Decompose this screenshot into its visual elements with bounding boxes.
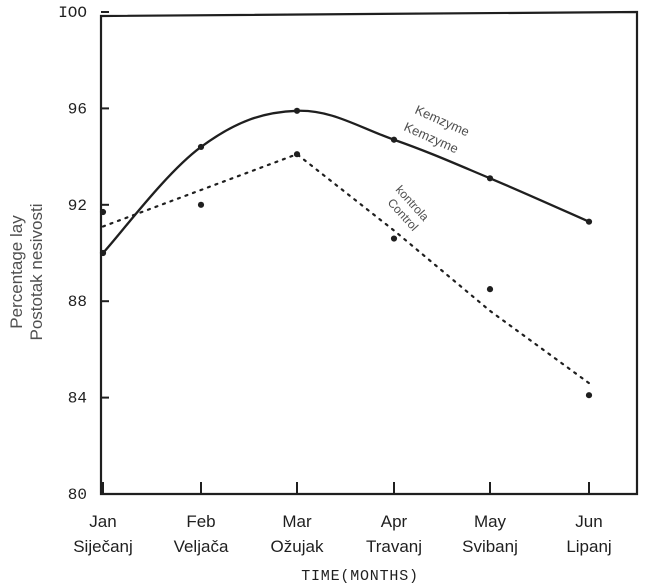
x-tick-label: Apr: [381, 512, 408, 531]
y-axis-label-secondary: Postotak nesivosti: [27, 203, 46, 340]
x-tick-label-secondary: Travanj: [366, 537, 422, 556]
kemzyme-point: [486, 175, 494, 182]
control-point: [197, 201, 205, 208]
y-tick-label: IOO: [58, 4, 87, 22]
y-axis-label: Percentage lay: [7, 215, 26, 329]
y-tick-label: 92: [68, 197, 87, 215]
x-tick-label: Mar: [282, 512, 312, 531]
control-point: [293, 151, 301, 158]
x-tick-label-secondary: Siječanj: [73, 537, 133, 556]
y-tick-label: 80: [68, 486, 87, 504]
x-axis-label: TIME(MONTHS): [301, 568, 419, 583]
kemzyme-point: [390, 136, 398, 143]
x-tick-label-secondary: Svibanj: [462, 537, 518, 556]
control-point: [585, 392, 593, 399]
kemzyme-point: [293, 107, 301, 114]
x-tick-label: Feb: [186, 512, 215, 531]
y-tick-label: 88: [68, 293, 87, 311]
x-tick-label: Jun: [575, 512, 602, 531]
kemzyme-point: [99, 249, 107, 257]
x-tick-label-secondary: Veljača: [174, 537, 229, 556]
control-point: [486, 286, 494, 293]
x-tick-label: May: [474, 512, 507, 531]
control-point: [99, 208, 107, 216]
control-point: [390, 235, 398, 242]
y-tick-label: 96: [68, 100, 87, 118]
x-tick-label: Jan: [89, 512, 116, 531]
x-tick-label-secondary: Ožujak: [271, 537, 324, 556]
x-tick-label-secondary: Lipanj: [566, 537, 611, 556]
kemzyme-point: [585, 218, 593, 225]
series-line-control: [101, 153, 591, 385]
y-tick-label: 84: [68, 390, 87, 408]
kemzyme-point: [197, 143, 205, 151]
series-line-kemzyme: [101, 109, 591, 255]
plot-frame: [99, 10, 639, 496]
